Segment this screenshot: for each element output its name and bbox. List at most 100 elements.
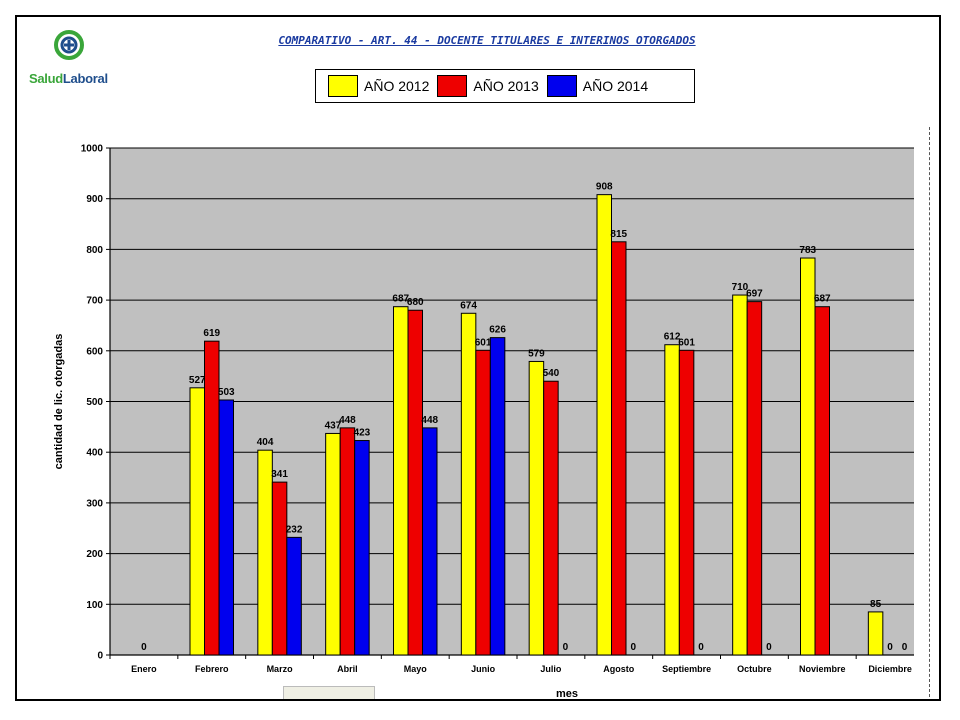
chart-legend: AÑO 2012 AÑO 2013 AÑO 2014 <box>315 69 695 103</box>
x-tick-label: Mayo <box>404 664 428 674</box>
x-tick-label: Octubre <box>737 664 772 674</box>
x-tick-label: Febrero <box>195 664 229 674</box>
legend-label-2013: AÑO 2013 <box>473 78 539 94</box>
bar-2013-febrero <box>204 340 220 656</box>
y-axis-title: cantidad de lic. otorgadas <box>53 334 65 470</box>
data-label: 626 <box>489 325 506 336</box>
bar-2014-marzo <box>286 536 302 656</box>
data-label: 423 <box>354 428 371 439</box>
salud-laboral-logo: SaludLaboral <box>29 27 109 91</box>
bar-2012-junio <box>460 312 477 656</box>
bar-2014-febrero <box>218 399 234 656</box>
y-tick-label: 900 <box>86 194 103 205</box>
bar-2014-mayo <box>422 427 438 656</box>
data-label: 85 <box>870 599 882 610</box>
data-label: 540 <box>543 368 560 379</box>
bar-2012-noviembre <box>800 257 816 656</box>
bar-2014-junio <box>489 337 506 656</box>
data-label: 687 <box>814 294 831 305</box>
data-label: 697 <box>746 289 763 300</box>
x-tick-label: Noviembre <box>799 664 846 674</box>
bar-2012-julio <box>528 360 545 656</box>
bar-2013-noviembre <box>814 306 830 656</box>
bar-2012-mayo <box>393 306 409 656</box>
y-tick-label: 700 <box>86 296 103 307</box>
logo-icon <box>54 30 84 60</box>
bar-2012-febrero <box>189 387 205 656</box>
y-tick-label: 600 <box>86 346 103 357</box>
y-tick-label: 400 <box>86 448 103 459</box>
data-label: 232 <box>286 524 303 535</box>
legend-swatch-2014 <box>546 75 577 97</box>
data-label: 437 <box>325 420 342 431</box>
data-label: 448 <box>421 415 438 426</box>
legend-item-2012: AÑO 2012 <box>328 75 429 97</box>
data-label: 0 <box>887 642 893 653</box>
data-label: 710 <box>732 282 749 293</box>
data-label: 619 <box>203 328 220 339</box>
bar-2012-septiembre <box>664 344 680 656</box>
data-label: 815 <box>610 229 627 240</box>
data-label: 341 <box>271 469 288 480</box>
logo-text: SaludLaboral <box>29 71 108 86</box>
data-label: 0 <box>766 642 772 653</box>
bar-2013-abril <box>339 427 356 656</box>
x-tick-label: Septiembre <box>662 664 711 674</box>
y-tick-label: 800 <box>86 245 103 256</box>
data-label: 601 <box>678 337 695 348</box>
data-label: 0 <box>698 642 704 653</box>
y-tick-label: 300 <box>86 498 103 509</box>
x-tick-label: Marzo <box>267 664 294 674</box>
bar-2012-abril <box>325 432 341 656</box>
bar-2013-julio <box>543 380 559 656</box>
y-tick-label: 200 <box>86 549 103 560</box>
x-tick-label: Abril <box>337 664 358 674</box>
legend-label-2012: AÑO 2012 <box>364 78 430 94</box>
data-label: 0 <box>563 642 569 653</box>
sheet-tab <box>283 686 375 699</box>
data-label: 0 <box>141 642 147 653</box>
x-tick-label: Enero <box>131 664 157 674</box>
bar-2013-septiembre <box>678 349 695 656</box>
x-axis-title: mes <box>556 688 578 700</box>
slide-frame: SaludLaboral COMPARATIVO - ART. 44 - DOC… <box>15 15 941 701</box>
data-label: 674 <box>460 300 477 311</box>
data-label: 448 <box>339 415 356 426</box>
bar-2013-agosto <box>611 241 627 656</box>
legend-label-2014: AÑO 2014 <box>582 78 649 94</box>
y-tick-label: 0 <box>97 651 103 662</box>
bar-2012-marzo <box>257 449 273 656</box>
y-tick-label: 500 <box>86 397 103 408</box>
data-label: 404 <box>257 437 274 448</box>
data-label: 601 <box>475 337 492 348</box>
x-tick-label: Julio <box>540 664 562 674</box>
bar-2013-mayo <box>407 309 423 656</box>
x-tick-label: Junio <box>471 664 496 674</box>
bar-chart: 0 100 200 300 400 500 600 700 800 900 1000 cantidad… <box>53 144 914 700</box>
data-label: 687 <box>392 294 409 305</box>
chart-title: COMPARATIVO - ART. 44 - DOCENTE TITULARE… <box>278 34 696 47</box>
legend-swatch-2012 <box>328 75 358 97</box>
legend-item-2014: AÑO 2014 <box>546 75 649 97</box>
bar-2013-octubre <box>746 301 763 656</box>
data-label: 579 <box>528 348 545 359</box>
y-tick-label: 100 <box>86 600 103 611</box>
bar-2014-abril <box>354 440 370 656</box>
x-tick-label: Agosto <box>603 664 634 674</box>
data-label: 503 <box>218 387 235 398</box>
bar-2012-octubre <box>732 294 748 656</box>
data-label: 908 <box>596 182 613 193</box>
data-label: 0 <box>630 642 636 653</box>
x-tick-label: Diciembre <box>868 664 912 674</box>
bar-2012-agosto <box>596 194 612 656</box>
data-label: 680 <box>407 297 424 308</box>
legend-swatch-2013 <box>437 75 468 97</box>
data-label: 527 <box>189 375 206 386</box>
data-label: 0 <box>902 642 908 653</box>
bar-2012-diciembre <box>867 611 884 656</box>
page-break-line <box>929 127 930 697</box>
bar-2013-marzo <box>271 481 288 656</box>
bar-2013-junio <box>475 349 491 656</box>
data-label: 783 <box>799 245 816 256</box>
legend-item-2013: AÑO 2013 <box>437 75 539 97</box>
